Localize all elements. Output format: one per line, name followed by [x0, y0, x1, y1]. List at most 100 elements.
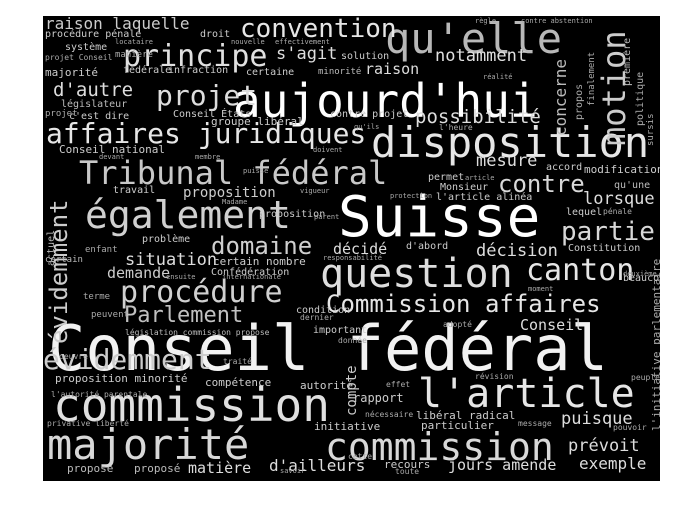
word: important: [313, 325, 368, 336]
word: privative liberté: [47, 419, 129, 428]
word: demande: [107, 264, 171, 282]
word: contre: [498, 170, 585, 198]
word: nouvelle: [231, 38, 265, 46]
word: procédure pénale: [45, 29, 142, 40]
word: propose: [67, 462, 114, 475]
word: Commission affaires: [326, 290, 601, 318]
word: projet Conseil: [45, 53, 113, 62]
word: peuvent: [91, 310, 129, 320]
word: commission: [53, 378, 330, 432]
word: projet: [156, 79, 258, 112]
word: membre: [195, 153, 221, 161]
word: également: [85, 193, 291, 237]
word: jours amende: [448, 456, 557, 474]
word: Suisse: [338, 185, 541, 250]
word: devant: [99, 153, 125, 161]
word: permet: [428, 172, 465, 183]
word: contre projet: [330, 109, 409, 120]
word: l'heure: [439, 123, 473, 132]
word: infraction: [168, 65, 229, 76]
word: libéral radical: [416, 409, 516, 422]
word: message: [518, 419, 552, 428]
word: dernier: [300, 313, 334, 322]
word: majorité: [45, 66, 98, 79]
word: finalement: [587, 51, 597, 106]
word: lequel: [566, 207, 603, 218]
word: Parlement: [124, 303, 244, 328]
word: convention: [240, 16, 397, 44]
word: qu'une: [614, 180, 651, 191]
word: raison: [365, 60, 420, 78]
word: parent: [314, 213, 340, 221]
word: Confédération: [211, 267, 290, 278]
word: sursis: [646, 113, 656, 146]
word: Madame: [222, 198, 248, 206]
word: décidé: [333, 240, 388, 258]
word: locataire: [115, 38, 153, 46]
word: c'est dire: [69, 111, 130, 122]
word: disposition: [371, 118, 650, 167]
word: règle: [475, 17, 497, 25]
word: majorité: [47, 420, 250, 469]
word: certain: [45, 255, 83, 265]
word: exemple: [579, 454, 647, 473]
word: cette: [348, 452, 373, 461]
word: enfant: [85, 245, 118, 255]
word: Conseil: [520, 316, 584, 334]
word: notamment: [435, 46, 528, 66]
word: s'agit: [276, 44, 338, 64]
word: affaires juridiques: [46, 117, 367, 150]
word: responsabilité: [323, 254, 383, 262]
word: beaucoup: [623, 273, 660, 284]
word: protection: [390, 192, 433, 200]
word: puisque: [561, 409, 633, 429]
word: commission: [325, 425, 554, 469]
word: aujourd'hui: [233, 74, 538, 128]
word: pénale: [603, 207, 632, 216]
word: travail: [113, 185, 156, 196]
word: partie: [561, 217, 655, 247]
word: recours: [384, 458, 431, 471]
word: modification: [584, 163, 660, 176]
word: manière: [115, 50, 153, 60]
word: d'abord: [406, 241, 449, 252]
word: autorité: [300, 379, 353, 392]
word: l'article: [418, 371, 635, 417]
word: proposition: [183, 185, 276, 201]
word: accord: [546, 162, 583, 173]
word: projet: [45, 109, 78, 119]
word: pouvoir: [613, 423, 647, 432]
word: donnée: [338, 336, 367, 345]
word: domaine: [211, 232, 313, 260]
word: possibilité: [415, 106, 541, 128]
word: effet: [386, 380, 411, 389]
word: effectivement: [275, 38, 330, 46]
word: proposition: [259, 209, 326, 220]
word: certaine: [246, 67, 295, 78]
word: d'ailleurs: [269, 456, 366, 475]
word: rapport: [353, 391, 404, 405]
word: certain nombre: [213, 255, 306, 268]
word: nécessaire: [365, 410, 414, 419]
word: question: [320, 251, 513, 297]
word: minorité: [318, 67, 362, 77]
word: peuple: [631, 373, 660, 382]
word: Tribunal fédéral: [79, 154, 388, 192]
word: mesure: [476, 151, 538, 171]
word: concerne: [551, 58, 570, 136]
word: oeuvre: [59, 352, 88, 361]
word: décision: [476, 241, 558, 261]
word: vigueur: [300, 187, 330, 195]
word: réalité: [483, 73, 513, 81]
word: raison laquelle: [45, 16, 190, 33]
word: propos: [574, 83, 585, 120]
word: moment: [528, 285, 554, 293]
word: qu'elle: [385, 16, 563, 63]
word: traité: [223, 357, 252, 366]
word: l'autorité parentale: [51, 390, 148, 399]
word: toute: [395, 467, 420, 476]
word: particulier: [421, 419, 494, 432]
word: terme: [83, 292, 111, 302]
word: qu'ils: [354, 123, 380, 131]
word: révision: [475, 372, 514, 381]
